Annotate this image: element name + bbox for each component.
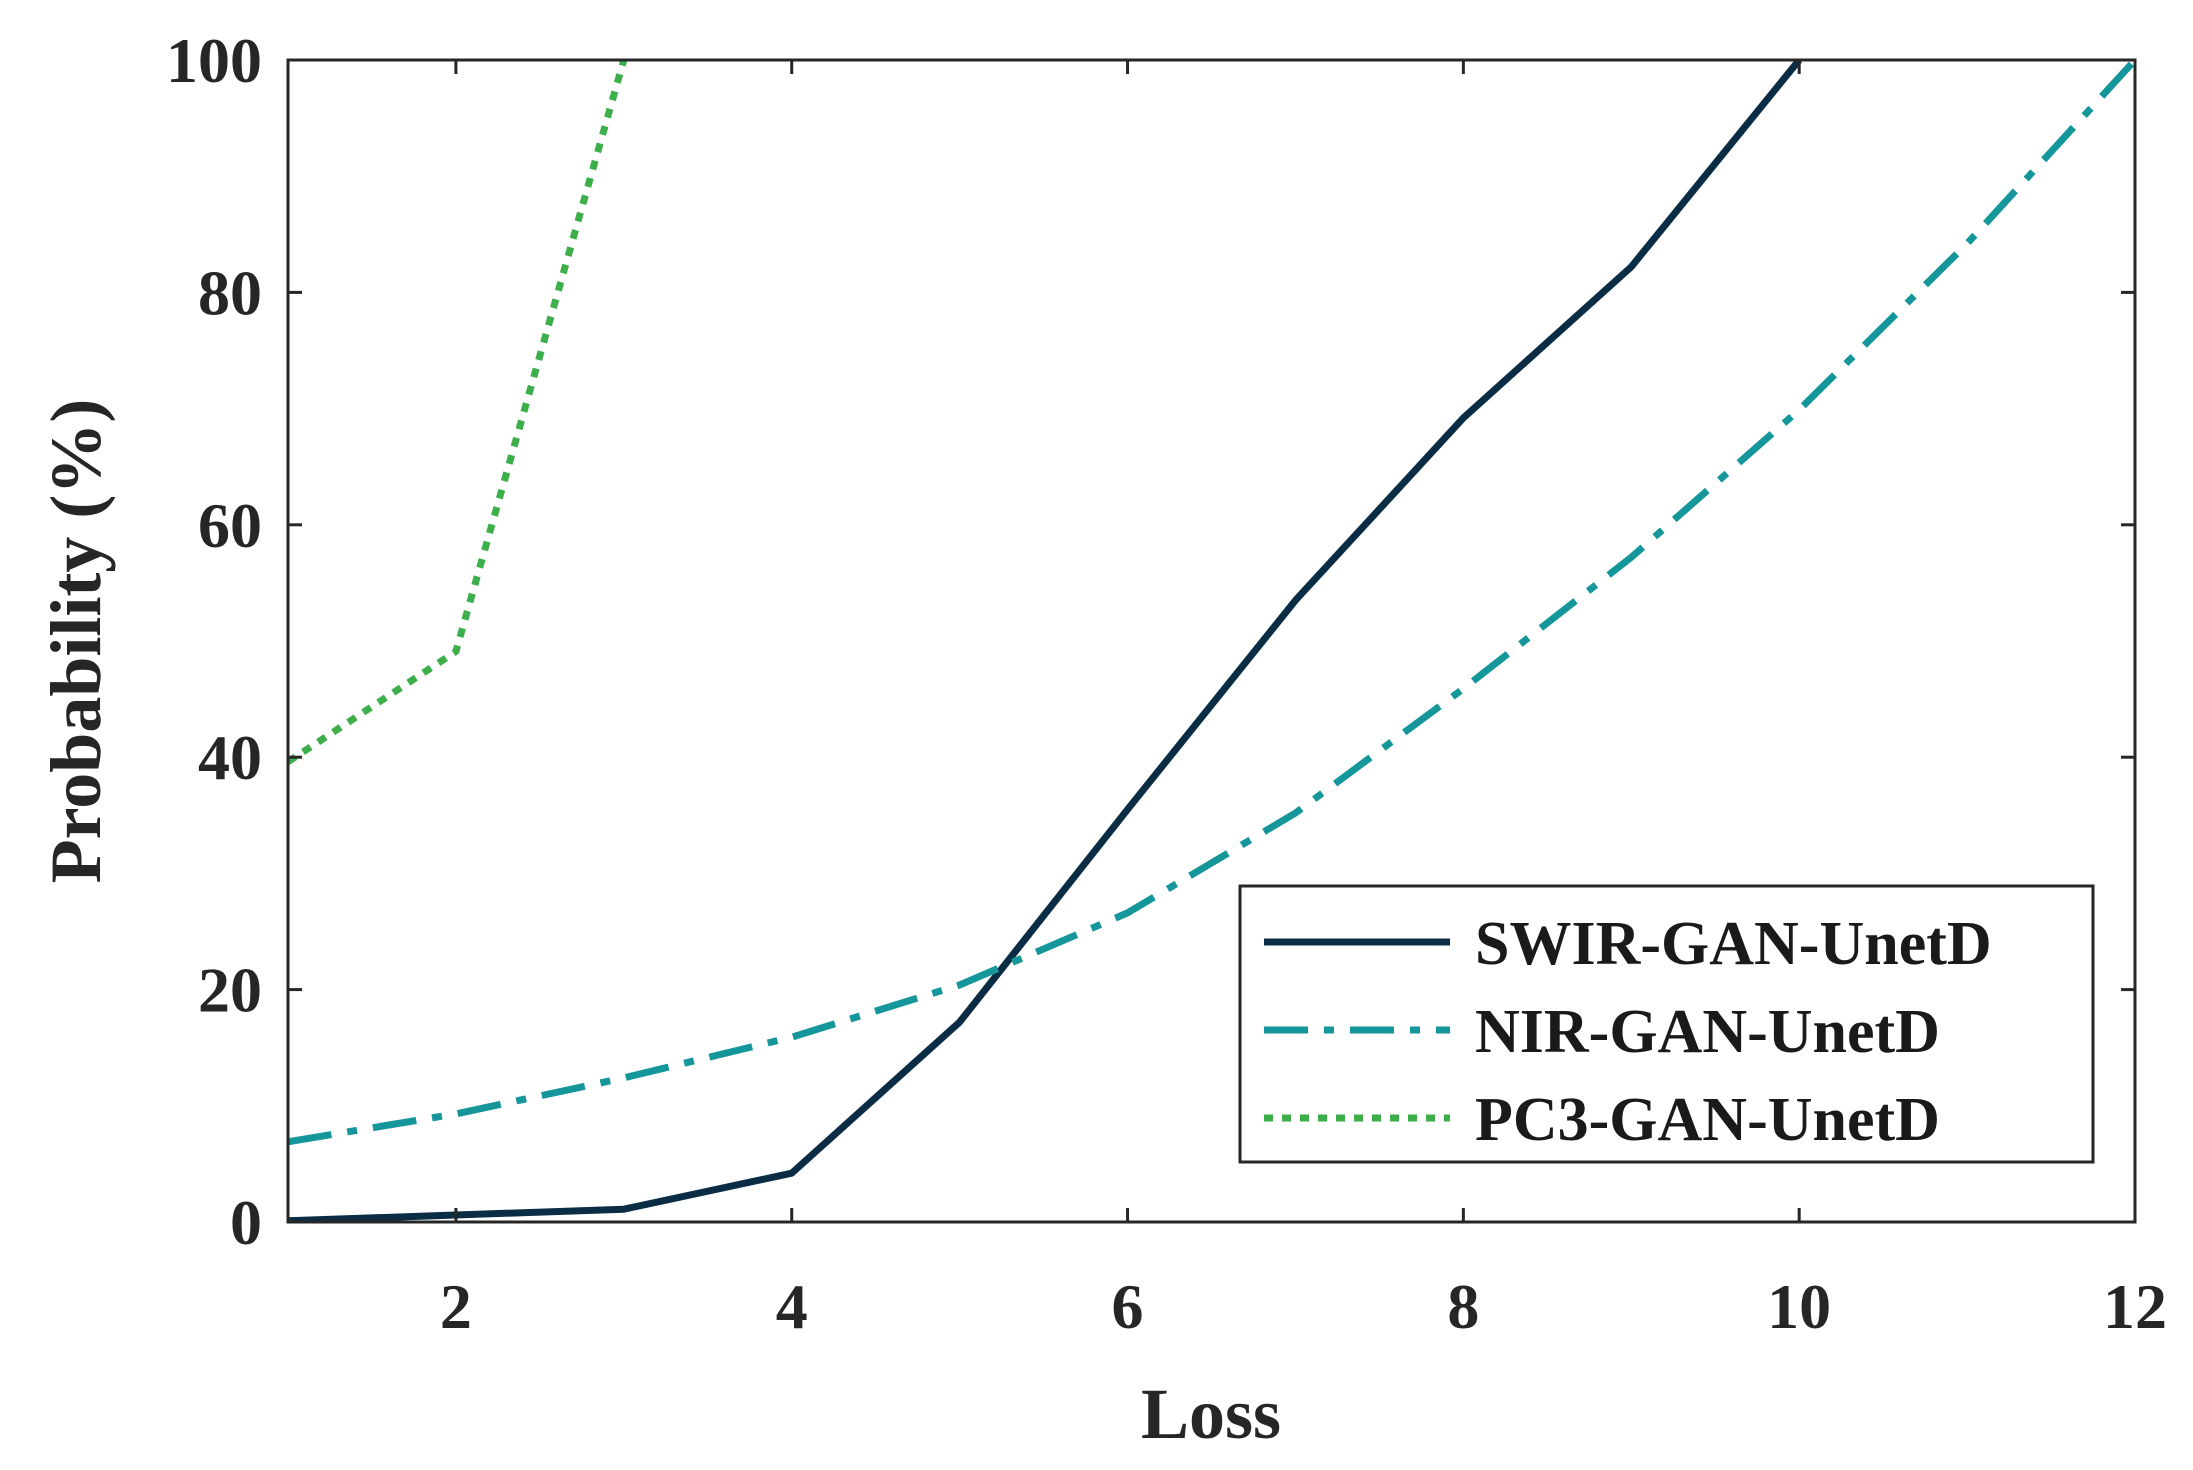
x-axis-label: Loss: [1141, 1374, 1281, 1454]
series-line-nir-gan-unetd: [288, 60, 2135, 1146]
plot-area-border: [286, 58, 2137, 1224]
y-tick-label: 100: [166, 25, 262, 96]
y-tick-label: 0: [230, 1187, 262, 1258]
y-axis-label: Probability (%): [36, 399, 116, 884]
series-line-pc3-gan-unetd: [288, 60, 628, 765]
y-tick-label: 40: [198, 722, 262, 793]
x-tick-label: 8: [1447, 1271, 1479, 1342]
x-tick-label: 12: [2103, 1271, 2167, 1342]
series-line-swir-gan-unetd: [288, 60, 1802, 1222]
x-tick-label: 4: [776, 1271, 808, 1342]
x-tick-label: 10: [1767, 1271, 1831, 1342]
y-tick-label: 60: [198, 490, 262, 561]
legend-label: SWIR-GAN-UnetD: [1475, 910, 1992, 978]
legend-label: PC3-GAN-UnetD: [1475, 1086, 1940, 1154]
legend-box: [1238, 884, 2095, 1164]
legend-label: NIR-GAN-UnetD: [1475, 998, 1940, 1066]
y-tick-label: 80: [198, 257, 262, 328]
y-tick-label: 20: [198, 955, 262, 1026]
series-group: [288, 60, 2135, 1222]
x-tick-label: 2: [440, 1271, 472, 1342]
legend: SWIR-GAN-UnetD NIR-GAN-UnetD PC3-GAN-UnetD: [1238, 884, 2095, 1164]
x-tick-label: 6: [1112, 1271, 1144, 1342]
ticks: 2 4 6 8 10 12 0 20 40 60 80 100: [166, 25, 2167, 1342]
